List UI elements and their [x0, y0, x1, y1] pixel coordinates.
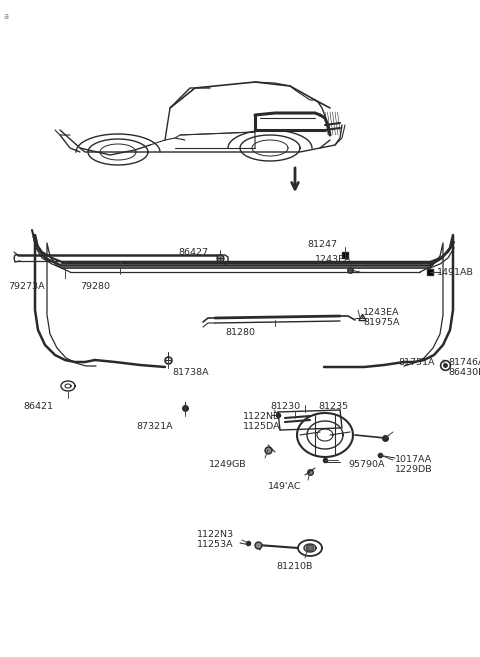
- Text: 81751A: 81751A: [398, 358, 434, 367]
- Text: 86421: 86421: [23, 402, 53, 411]
- Text: 86427: 86427: [178, 248, 208, 257]
- Text: 81738A: 81738A: [172, 368, 209, 377]
- Text: 79273A: 79273A: [8, 282, 45, 291]
- Text: 81210B: 81210B: [277, 562, 313, 571]
- Text: 87321A: 87321A: [137, 422, 173, 431]
- Text: 149'AC: 149'AC: [268, 482, 302, 491]
- Text: 1122NB: 1122NB: [243, 412, 280, 421]
- Polygon shape: [306, 545, 314, 551]
- Text: 1122N3: 1122N3: [196, 530, 234, 539]
- Text: 81230: 81230: [270, 402, 300, 411]
- Text: a: a: [4, 12, 9, 21]
- Text: 86430B: 86430B: [448, 368, 480, 377]
- Text: 1125DA: 1125DA: [243, 422, 281, 431]
- Text: 11253A: 11253A: [197, 540, 233, 549]
- Text: 81746A: 81746A: [448, 358, 480, 367]
- Text: 81280: 81280: [225, 328, 255, 337]
- Text: 1243EA: 1243EA: [315, 255, 351, 264]
- Text: 81975A: 81975A: [363, 318, 399, 327]
- Text: 79280: 79280: [80, 282, 110, 291]
- Text: 1017AA: 1017AA: [395, 455, 432, 464]
- Text: 1229DB: 1229DB: [395, 465, 432, 474]
- Text: 1491AB: 1491AB: [437, 268, 474, 277]
- Text: 95790A: 95790A: [348, 460, 384, 469]
- Text: 1249GB: 1249GB: [209, 460, 247, 469]
- Text: 81247: 81247: [307, 240, 337, 249]
- Text: 1243EA: 1243EA: [363, 308, 399, 317]
- Text: 81235: 81235: [318, 402, 348, 411]
